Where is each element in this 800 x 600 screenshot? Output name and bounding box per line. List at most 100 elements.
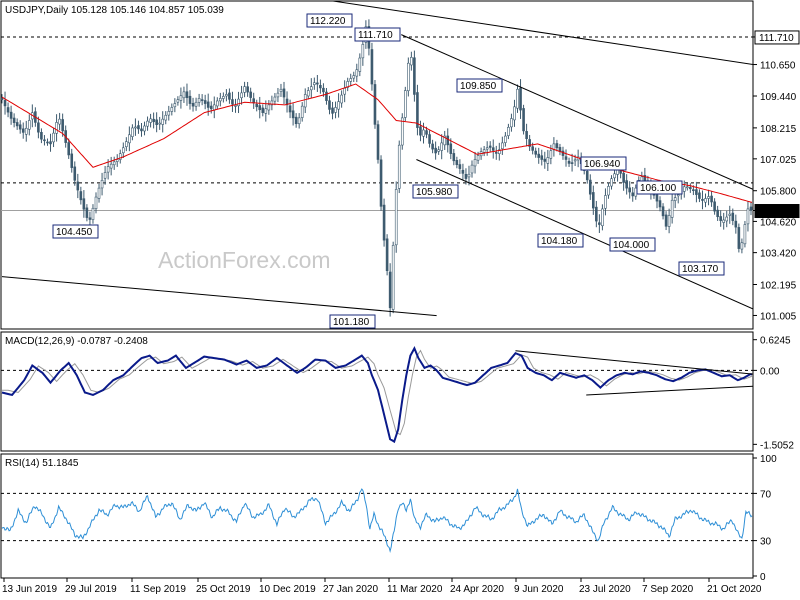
candle-body: [434, 147, 437, 154]
price-tick-label: 101.005: [760, 311, 797, 322]
price-tag-box: [754, 30, 800, 45]
price-tick-label: 109.440: [760, 92, 797, 103]
candle-body: [167, 111, 171, 116]
candle-body: [437, 149, 440, 152]
candle-body: [391, 245, 395, 310]
candle-body: [734, 220, 738, 228]
candle-body: [194, 101, 198, 107]
candle-body: [3, 100, 7, 107]
candle-body: [676, 194, 680, 197]
candle-body: [200, 99, 204, 101]
candle-body: [379, 159, 383, 207]
candle-body: [749, 206, 753, 211]
candle-body: [361, 44, 365, 59]
candle-body: [713, 201, 716, 212]
candle-body: [725, 216, 729, 222]
candle-body: [231, 99, 234, 105]
candle-body: [118, 153, 122, 160]
candle-body: [109, 163, 113, 169]
candle-body: [40, 131, 43, 140]
candle-body: [604, 195, 607, 209]
candle-body: [425, 130, 428, 135]
annotation-label: 106.940: [584, 159, 621, 170]
candle-body: [397, 144, 401, 189]
candle-body: [97, 187, 101, 199]
candle-body: [182, 91, 186, 99]
candle-body: [710, 195, 713, 203]
candle-body: [27, 120, 31, 130]
candle-body: [689, 187, 692, 190]
candle-body: [246, 86, 249, 93]
candle-body: [585, 170, 589, 181]
candle-body: [343, 87, 346, 95]
candle-body: [352, 75, 356, 79]
macd-trendline-0: [515, 350, 753, 375]
candle-body: [716, 209, 719, 218]
candle-body: [237, 98, 240, 107]
candle-body: [686, 186, 689, 189]
price-trendline-0: [329, 1, 753, 65]
price-tag-label: 105.039: [759, 207, 796, 218]
candle-body: [625, 180, 628, 189]
candle-body: [112, 161, 116, 166]
candle-body: [316, 82, 319, 85]
candle-body: [215, 100, 219, 107]
candle-body: [719, 216, 722, 221]
x-tick-label: 23 Jul 2020: [579, 584, 631, 595]
annotation-box: [537, 233, 584, 248]
candle-body: [158, 122, 161, 125]
candle-body: [273, 96, 277, 102]
candle-body: [185, 91, 189, 99]
candle-body: [407, 62, 410, 92]
candle-body: [476, 155, 480, 161]
candle-body: [222, 96, 225, 99]
candle-body: [276, 92, 280, 98]
candle-body: [488, 145, 492, 148]
candle-body: [631, 192, 635, 197]
candle-body: [419, 126, 422, 136]
candle-body: [161, 118, 165, 125]
candle-body: [728, 213, 732, 216]
rsi-panel: [0, 453, 754, 579]
candle-body: [525, 131, 528, 139]
rsi-tick-label: 0: [760, 572, 766, 583]
candle-body: [303, 94, 307, 108]
candle-body: [88, 217, 92, 220]
candle-body: [91, 207, 95, 220]
candle-body: [546, 157, 550, 164]
candle-body: [655, 194, 659, 202]
candle-body: [661, 206, 665, 217]
candle-body: [225, 94, 228, 97]
candle-body: [340, 94, 343, 104]
candle-body: [164, 114, 168, 121]
candle-body: [179, 95, 183, 101]
annotation-box: [354, 27, 401, 42]
price-tick-label: 102.195: [760, 281, 797, 292]
x-tick-label: 24 Apr 2020: [450, 584, 504, 595]
candle-body: [485, 147, 489, 150]
candle-body: [255, 103, 259, 108]
candle-body: [115, 159, 119, 162]
price-tag-label: 111.710: [759, 33, 794, 44]
candle-body: [473, 159, 477, 167]
candle-body: [70, 153, 74, 168]
annotation-label: 112.220: [310, 16, 346, 27]
candle-body: [58, 118, 61, 125]
candle-body: [12, 117, 16, 123]
candle-body: [306, 90, 310, 97]
x-tick-label: 11 Mar 2020: [387, 584, 443, 595]
candle-body: [385, 238, 389, 272]
price-tick-label: 110.650: [760, 61, 796, 72]
candle-body: [282, 88, 286, 98]
annotation-label: 104.450: [56, 227, 93, 238]
candle-body: [595, 206, 598, 222]
x-tick-label: 21 Oct 2020: [707, 584, 762, 595]
candle-body: [573, 159, 577, 162]
candle-body: [261, 107, 265, 113]
candle-body: [146, 120, 149, 127]
candle-body: [219, 98, 222, 102]
candle-body: [428, 134, 431, 144]
candle-body: [328, 100, 331, 110]
candle-body: [128, 134, 131, 144]
candle-body: [640, 176, 644, 182]
